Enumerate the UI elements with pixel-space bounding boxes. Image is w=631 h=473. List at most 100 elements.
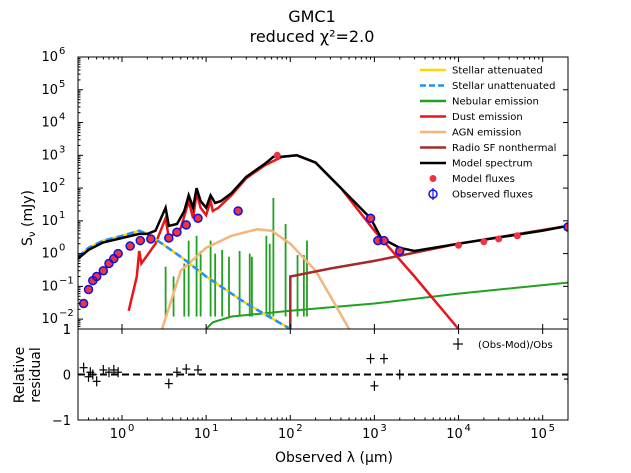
model-flux-point: [99, 267, 107, 275]
observed-flux-point: [373, 235, 383, 246]
observed-flux-point: [104, 258, 114, 269]
model-flux-point: [367, 214, 375, 222]
x-tick-label: 10: [194, 427, 211, 442]
legend-item: Observed fluxes: [428, 188, 533, 201]
y-tick-label: 10: [41, 148, 58, 163]
residual-point: [193, 364, 202, 375]
legend-label: Stellar unattenuated: [452, 81, 555, 92]
residual-point: [114, 367, 123, 378]
legend-item: Stellar attenuated: [420, 66, 543, 77]
plot-area: [78, 151, 568, 329]
model-spectrum-line: [78, 154, 568, 260]
observed-flux-point: [135, 235, 146, 246]
y-tick-exp: 3: [59, 144, 65, 155]
legend: Stellar attenuated Stellar unattenuated Ne…: [420, 66, 556, 201]
legend-item: Nebular emission: [420, 97, 539, 108]
y-tick-exp: 6: [59, 46, 65, 57]
model-flux-point: [495, 235, 503, 243]
nebular-emission-line: [205, 281, 568, 329]
model-flux-point: [93, 273, 101, 281]
residual-point: [564, 374, 568, 385]
x-tick-label: 10: [362, 427, 379, 442]
residual-legend-label: (Obs-Mod)/Obs: [478, 340, 553, 351]
chart-subtitle: reduced χ²=2.0: [250, 27, 375, 46]
legend-item: Stellar unattenuated: [420, 81, 555, 92]
legend-item: Dust emission: [420, 112, 523, 123]
model-flux-point: [85, 286, 93, 294]
legend-label: Dust emission: [452, 112, 523, 123]
y-axis-label-main: S: [20, 237, 36, 246]
model-flux-point: [80, 300, 88, 308]
x-tick-label: 10: [446, 427, 463, 442]
observed-flux-point: [125, 241, 135, 251]
x-axis-label: Observed λ (μm): [275, 450, 393, 466]
model-flux-point: [173, 228, 181, 236]
y-tick-label: 10: [41, 214, 58, 229]
legend-label: Model spectrum: [452, 159, 533, 170]
y-tick-exp: 4: [59, 112, 65, 123]
residual-point: [366, 353, 375, 364]
x-tick-exp: 2: [296, 423, 302, 434]
residual-point: [172, 367, 181, 378]
x-tick-exp: 5: [549, 423, 555, 434]
x-tick-label: 10: [110, 427, 127, 442]
stellar-unattenuated-line: [78, 229, 291, 329]
dust-emission-line: [127, 154, 460, 329]
y-bottom-label: 1: [63, 323, 71, 338]
observed-flux-point: [172, 227, 182, 237]
observed-flux-point: [365, 213, 376, 223]
residual-tick-label: 0: [63, 369, 71, 384]
y-tick-label: 10: [41, 83, 58, 98]
x-tick-exp: 3: [380, 423, 386, 434]
y-tick-exp: 5: [59, 79, 65, 90]
y-axis-label-unit: (mJy): [20, 190, 36, 231]
model-flux-point: [234, 207, 242, 215]
residual-point: [395, 369, 404, 380]
x-tick-label: 10: [278, 427, 295, 442]
legend-label: Stellar attenuated: [452, 66, 543, 77]
residual-point: [379, 353, 388, 364]
model-flux-point: [165, 234, 173, 242]
model-flux-point: [455, 241, 463, 249]
x-tick-exp: 1: [212, 423, 218, 434]
legend-item: AGN emission: [420, 128, 521, 139]
model-flux-point: [126, 242, 134, 250]
residual-point: [84, 371, 93, 382]
observed-flux-point: [113, 248, 123, 259]
residual-tick-label: −1: [52, 414, 71, 429]
residual-point: [79, 362, 88, 373]
model-flux-point: [273, 151, 281, 159]
y-tick-label: 10: [41, 312, 58, 327]
y-tick-exp: 1: [59, 210, 65, 221]
chart-title: GMC1: [288, 7, 336, 26]
x-tick-exp: 0: [128, 423, 134, 434]
legend-label: Radio SF nonthermal: [452, 143, 556, 154]
model-flux-point: [147, 235, 155, 243]
y-tick-exp: 2: [59, 177, 65, 188]
observed-flux-point: [83, 284, 94, 295]
y-tick-label: 10: [41, 116, 58, 131]
radio-nonthermal-line: [289, 224, 568, 329]
residual-area: [78, 353, 568, 391]
legend-label: Model fluxes: [452, 174, 515, 185]
observed-flux-point: [379, 235, 389, 246]
y-axis-label: Sν (mJy): [20, 190, 38, 246]
observed-flux-point: [164, 233, 174, 243]
observed-flux-point: [98, 265, 109, 276]
y-tick-exp: −1: [59, 275, 74, 286]
y-tick-exp: 0: [59, 243, 65, 254]
legend-label: Observed fluxes: [452, 190, 533, 201]
residual-point: [109, 364, 118, 375]
residual-point: [92, 376, 101, 387]
legend-label: AGN emission: [452, 128, 521, 139]
model-flux-point: [564, 223, 568, 231]
observed-flux-point: [91, 271, 102, 282]
observed-flux-point: [394, 246, 405, 256]
residual-y-label-1: Relative: [12, 347, 28, 403]
residual-y-label-2: residual: [28, 347, 44, 402]
model-flux-point: [396, 247, 404, 255]
agn-emission-line: [160, 228, 351, 329]
y-axis-label-sub: ν: [27, 231, 38, 237]
residual-point: [99, 364, 108, 375]
